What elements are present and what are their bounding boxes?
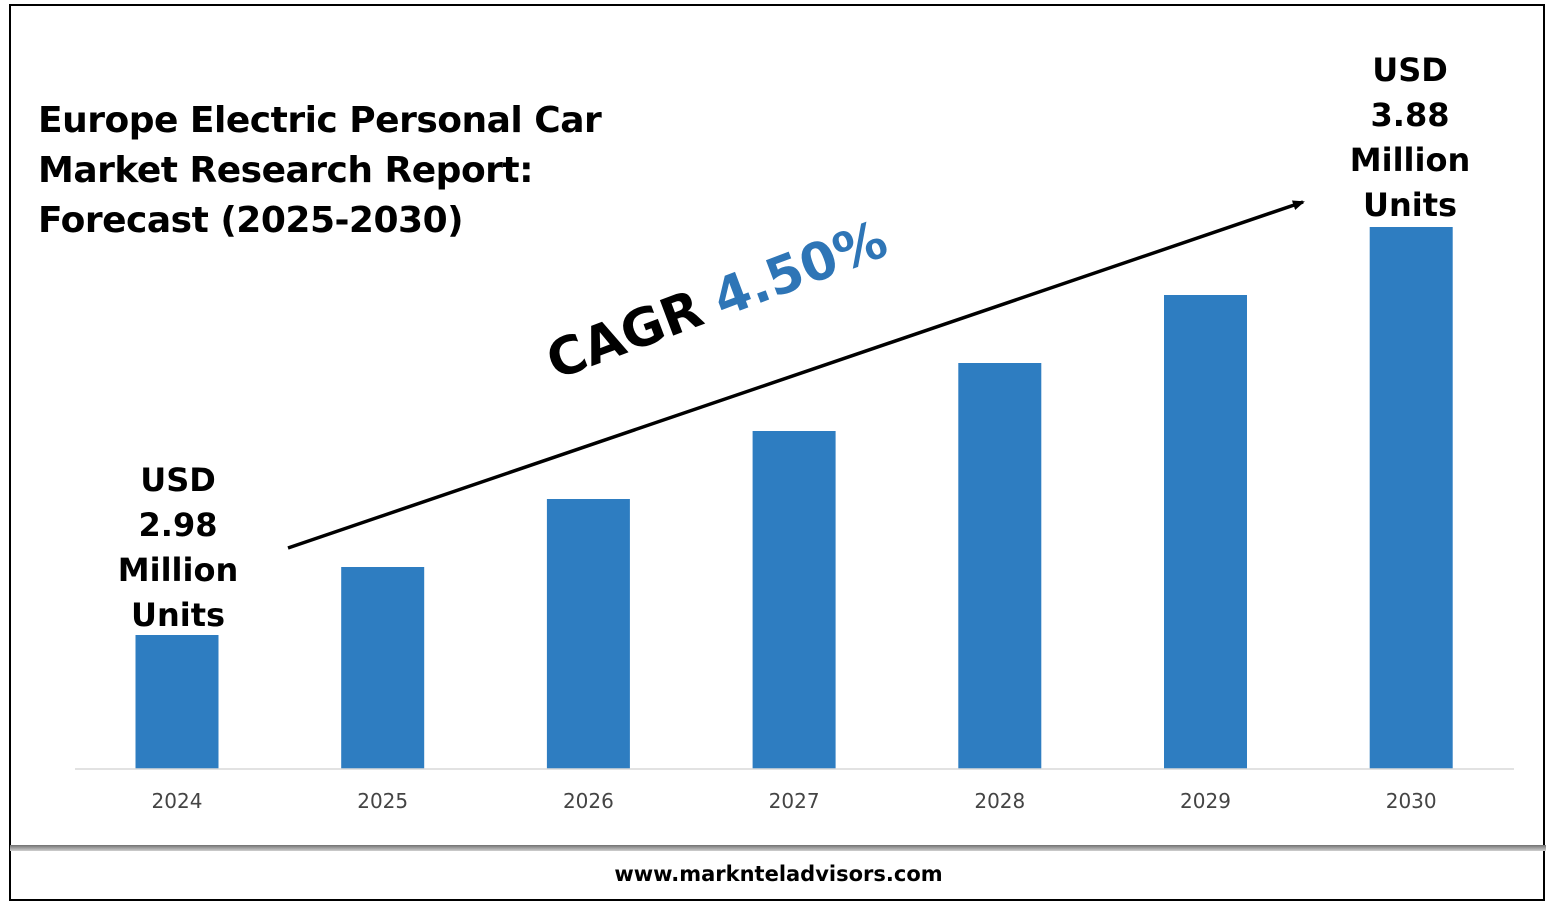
start-callout-line-1: USD <box>140 461 216 499</box>
start-callout-line-4: Units <box>130 596 226 634</box>
x-tick-label-2025: 2025 <box>357 789 408 813</box>
x-tick-label-2029: 2029 <box>1180 789 1231 813</box>
x-tick-labels: 2024 2025 2026 2027 2028 2029 2030 <box>152 789 1437 813</box>
x-tick-label-2024: 2024 <box>152 789 203 813</box>
x-tick-label-2027: 2027 <box>769 789 820 813</box>
footer-website: www.marknteladvisors.com <box>614 862 943 886</box>
bar-2025 <box>341 567 425 769</box>
chart-title: Europe Electric Personal Car Market Rese… <box>38 96 638 246</box>
x-tick-label-2030: 2030 <box>1386 789 1437 813</box>
footer-divider <box>10 845 1546 851</box>
bar-2030 <box>1369 227 1453 769</box>
end-callout-line-3: Million <box>1349 141 1471 179</box>
bar-2024 <box>135 635 219 769</box>
start-value-callout: USD 2.98 Million Units <box>108 458 248 638</box>
growth-arrow <box>287 200 1305 550</box>
x-tick-label-2026: 2026 <box>563 789 614 813</box>
bar-2026 <box>546 499 630 769</box>
end-value-callout: USD 3.88 Million Units <box>1340 48 1480 228</box>
bars-group <box>135 227 1453 769</box>
end-callout-line-2: 3.88 <box>1370 96 1450 134</box>
start-callout-line-3: Million <box>117 551 239 589</box>
start-callout-line-2: 2.98 <box>138 506 218 544</box>
x-tick-label-2028: 2028 <box>974 789 1025 813</box>
title-line-1: Europe Electric Personal Car <box>38 100 602 141</box>
bar-2028 <box>958 363 1042 769</box>
bar-2027 <box>752 431 836 769</box>
title-line-3: Forecast (2025-2030) <box>38 200 464 241</box>
end-callout-line-1: USD <box>1372 51 1448 89</box>
title-line-2: Market Research Report: <box>38 150 534 191</box>
end-callout-line-4: Units <box>1362 186 1458 224</box>
bar-2029 <box>1164 295 1247 769</box>
